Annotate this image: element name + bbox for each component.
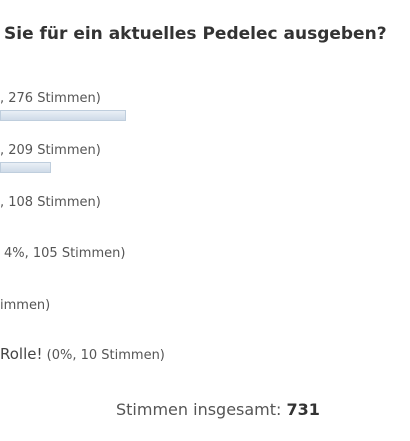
total-label: Stimmen insgesamt: — [116, 400, 282, 419]
poll-answer: immen) — [0, 296, 50, 314]
answer-result-bar — [0, 110, 126, 121]
poll-title: Sie für ein aktuelles Pedelec ausgeben? — [4, 24, 387, 44]
poll-answer: , 276 Stimmen) — [0, 89, 126, 121]
poll-answer: 4%, 105 Stimmen) — [0, 244, 125, 262]
answer-stats: , 276 Stimmen) — [0, 91, 101, 106]
answer-stats: immen) — [0, 298, 51, 313]
answer-stats: 4%, 105 Stimmen) — [4, 246, 126, 261]
poll-answer: , 108 Stimmen) — [0, 193, 101, 211]
total-value: 731 — [286, 400, 320, 419]
poll-answer: , 209 Stimmen) — [0, 141, 101, 173]
poll-total: Stimmen insgesamt: 731 — [116, 400, 320, 419]
poll-answer: Rolle! (0%, 10 Stimmen) — [0, 346, 165, 364]
answer-stats: , 209 Stimmen) — [0, 143, 101, 158]
answer-stats: , 108 Stimmen) — [0, 195, 101, 210]
answer-result-bar — [0, 162, 51, 173]
answer-stats: Rolle! (0%, 10 Stimmen) — [0, 345, 165, 364]
